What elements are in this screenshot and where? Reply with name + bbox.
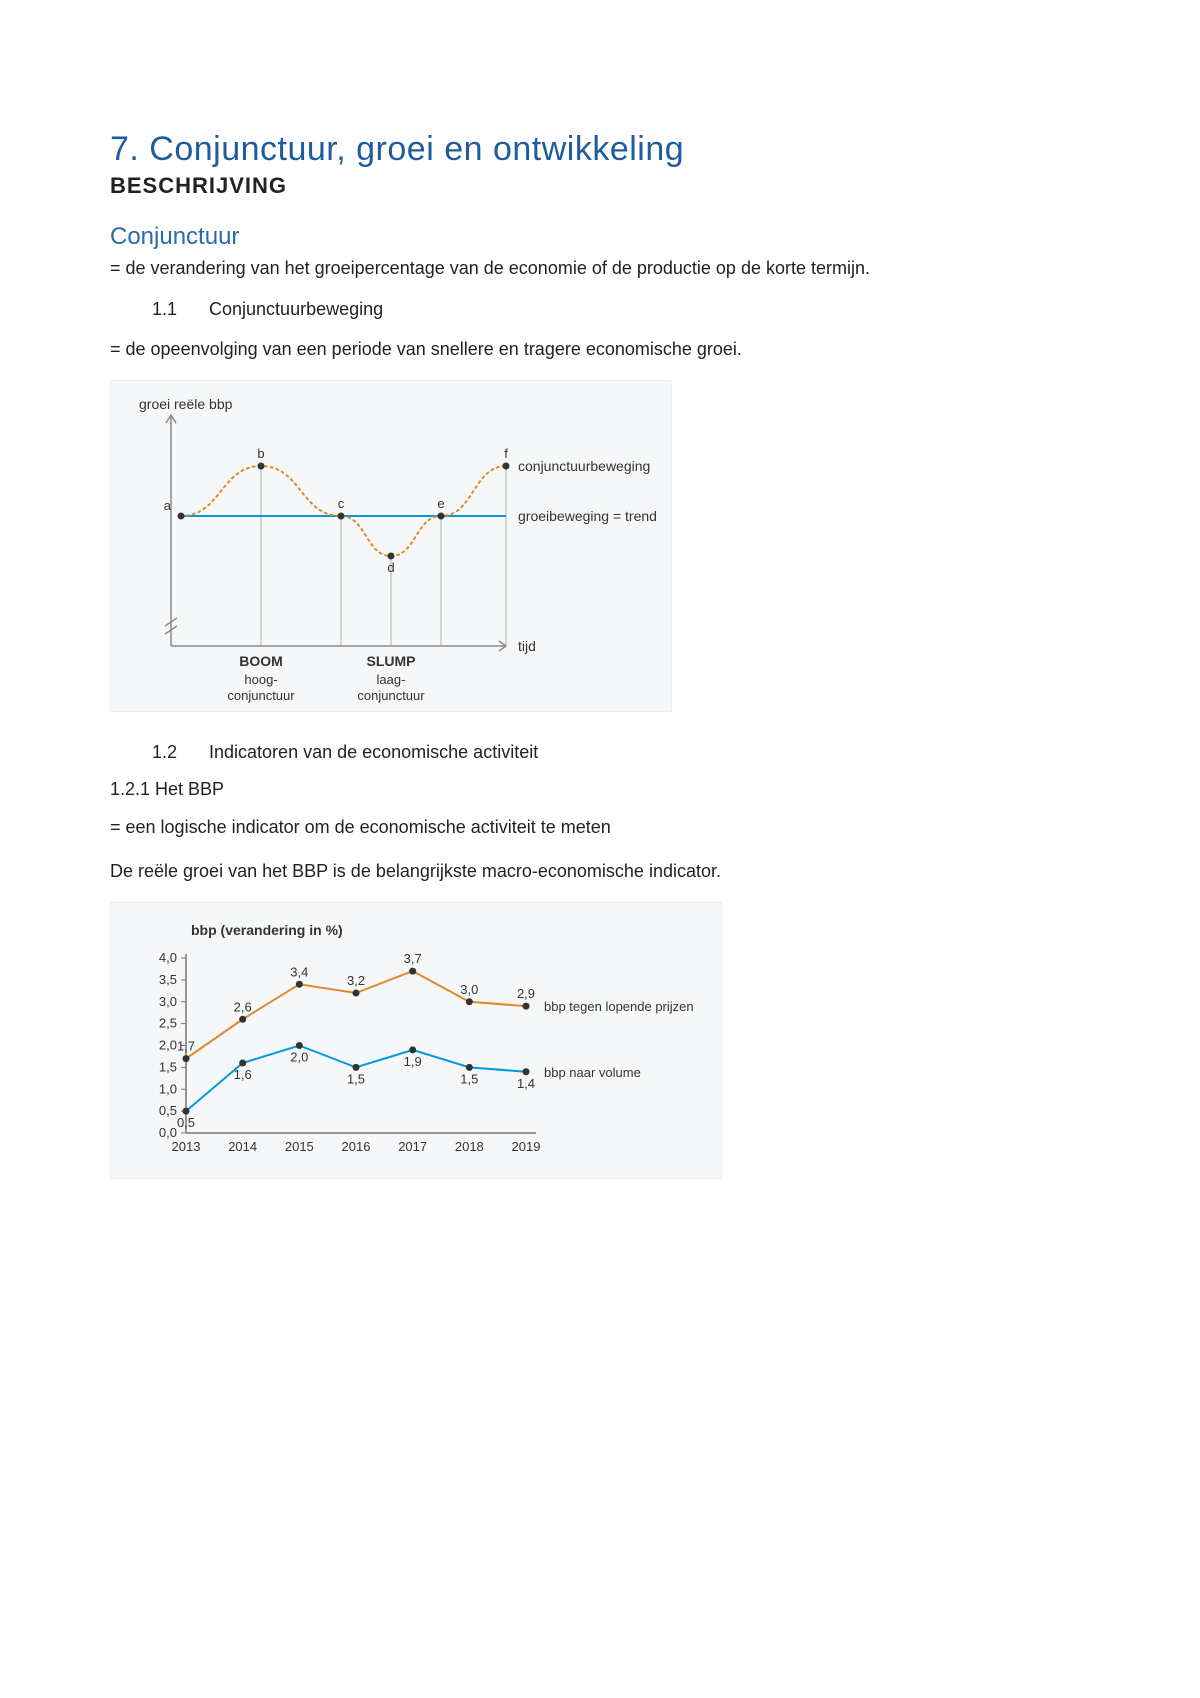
svg-text:2018: 2018 — [455, 1139, 484, 1154]
svg-text:0,5: 0,5 — [177, 1116, 195, 1131]
svg-text:3,0: 3,0 — [460, 982, 478, 997]
svg-text:c: c — [338, 496, 345, 511]
svg-text:conjunctuur: conjunctuur — [357, 688, 425, 703]
svg-text:groeibeweging = trend: groeibeweging = trend — [518, 508, 657, 524]
svg-text:2015: 2015 — [285, 1139, 314, 1154]
item-label: Indicatoren van de economische activitei… — [209, 742, 538, 762]
definition-1-2-1: = een logische indicator om de economisc… — [110, 814, 1090, 840]
svg-text:3,0: 3,0 — [159, 994, 177, 1009]
svg-text:3,2: 3,2 — [347, 973, 365, 988]
svg-text:conjunctuur: conjunctuur — [227, 688, 295, 703]
page-subtitle: BESCHRIJVING — [110, 173, 1090, 199]
svg-text:2,6: 2,6 — [234, 1000, 252, 1015]
item-number: 1.1 — [152, 299, 204, 320]
svg-text:0,5: 0,5 — [159, 1104, 177, 1119]
svg-text:2,5: 2,5 — [159, 1016, 177, 1031]
item-1-2: 1.2 Indicatoren van de economische activ… — [152, 742, 1090, 763]
svg-text:a: a — [164, 498, 172, 513]
svg-text:2013: 2013 — [172, 1139, 201, 1154]
definition-conjunctuur: = de verandering van het groeipercentage… — [110, 255, 1090, 281]
svg-text:1,7: 1,7 — [177, 1039, 195, 1054]
item-number: 1.2 — [152, 742, 204, 763]
svg-text:3,5: 3,5 — [159, 972, 177, 987]
svg-text:laag-: laag- — [377, 672, 406, 687]
svg-text:1,6: 1,6 — [234, 1067, 252, 1082]
item-1-1: 1.1 Conjunctuurbeweging — [152, 299, 1090, 320]
svg-text:hoog-: hoog- — [244, 672, 277, 687]
svg-text:1,0: 1,0 — [159, 1082, 177, 1097]
svg-text:e: e — [437, 496, 444, 511]
svg-text:d: d — [387, 560, 394, 575]
svg-text:b: b — [257, 446, 264, 461]
svg-text:4,0: 4,0 — [159, 950, 177, 965]
item-label: Conjunctuurbeweging — [209, 299, 383, 319]
svg-text:2016: 2016 — [342, 1139, 371, 1154]
svg-text:BOOM: BOOM — [239, 653, 283, 669]
chart1-svg: groei reële bbp tijd a b c d e f conjunctuurbewe… — [111, 381, 671, 711]
line-1-2-1b: De reële groei van het BBP is de belangr… — [110, 858, 1090, 884]
svg-text:3,4: 3,4 — [290, 965, 308, 980]
svg-text:2,0: 2,0 — [290, 1050, 308, 1065]
svg-text:1,5: 1,5 — [460, 1072, 478, 1087]
svg-text:bbp (verandering in %): bbp (verandering in %) — [191, 922, 343, 938]
svg-text:2014: 2014 — [228, 1139, 257, 1154]
svg-text:2,0: 2,0 — [159, 1038, 177, 1053]
svg-text:bbp naar volume: bbp naar volume — [544, 1065, 641, 1080]
svg-text:1,9: 1,9 — [404, 1054, 422, 1069]
svg-text:3,7: 3,7 — [404, 952, 422, 967]
svg-text:2,9: 2,9 — [517, 987, 535, 1002]
document-page: 7. Conjunctuur, groei en ontwikkeling BE… — [0, 0, 1200, 1698]
chart2-svg: bbp (verandering in %)0,00,51,01,52,02,5… — [111, 903, 721, 1178]
section-heading-conjunctuur: Conjunctuur — [110, 223, 1090, 251]
svg-text:SLUMP: SLUMP — [367, 653, 416, 669]
svg-text:f: f — [504, 446, 508, 461]
svg-text:groei reële bbp: groei reële bbp — [139, 396, 233, 412]
svg-text:conjunctuurbeweging: conjunctuurbeweging — [518, 458, 650, 474]
svg-text:2019: 2019 — [512, 1139, 541, 1154]
svg-text:2017: 2017 — [398, 1139, 427, 1154]
svg-text:bbp tegen lopende prijzen: bbp tegen lopende prijzen — [544, 1000, 694, 1015]
page-title: 7. Conjunctuur, groei en ontwikkeling — [110, 130, 1090, 169]
svg-text:0,0: 0,0 — [159, 1125, 177, 1140]
svg-text:1,5: 1,5 — [159, 1060, 177, 1075]
chart-conjunctuurbeweging: groei reële bbp tijd a b c d e f conjunctuurbewe… — [110, 380, 672, 712]
svg-text:1,5: 1,5 — [347, 1072, 365, 1087]
definition-1-1: = de opeenvolging van een periode van sn… — [110, 336, 1090, 362]
item-1-2-1: 1.2.1 Het BBP — [110, 779, 1090, 800]
svg-text:1,4: 1,4 — [517, 1076, 535, 1091]
svg-text:tijd: tijd — [518, 638, 536, 654]
chart-bbp: bbp (verandering in %)0,00,51,01,52,02,5… — [110, 902, 722, 1179]
